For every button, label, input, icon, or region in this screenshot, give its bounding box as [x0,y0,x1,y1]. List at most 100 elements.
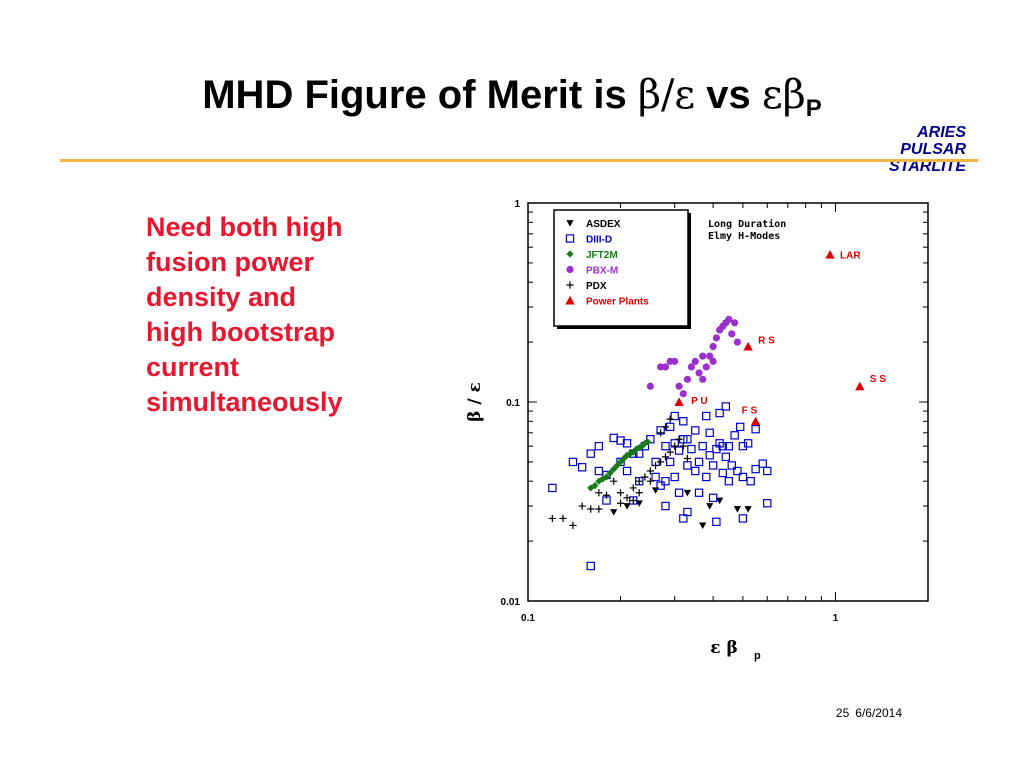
y-axis-label: β / ε [465,382,485,422]
point-diii-d [763,499,772,508]
point-diii-d [708,461,718,470]
title-vs: vs [695,73,762,117]
point-pbx-m [646,382,654,390]
point-pbx-m [687,363,696,371]
point-asdex [610,509,618,516]
point-diii-d [674,488,684,497]
point-asdex [699,522,707,529]
point-diii-d [746,476,755,486]
point-power-plants [674,397,684,406]
point-pbx-m [679,390,687,398]
chart-annotation: Long Duration [708,218,786,230]
point-pbx-m [712,334,720,342]
point-pdx [623,494,631,502]
point-pdx [661,423,670,431]
point-pbx-m [733,338,742,346]
point-diii-d [694,457,704,467]
point-diii-d [661,441,670,451]
legend-marker [566,281,574,289]
point-diii-d [691,466,700,476]
design-name-starlite: STARLITE [888,158,966,175]
legend-entry: DIII-D [586,235,612,246]
point-diii-d [708,493,718,503]
point-diii-d [586,561,595,571]
point-pdx [657,429,665,437]
bullet-line: fusion power [146,247,314,277]
point-diii-d [670,472,679,482]
point-asdex [683,489,692,497]
point-diii-d [616,436,625,445]
point-power-plants [855,381,865,391]
point-diii-d [698,441,707,451]
power-plant-label: P U [691,396,708,407]
point-diii-d [683,461,692,470]
x-tick-label: 1 [833,613,839,624]
point-pdx [671,442,679,450]
point-pbx-m [706,352,714,360]
point-power-plants [825,249,835,259]
point-pdx [666,448,674,456]
point-pdx [635,477,643,485]
point-pbx-m [683,375,692,383]
x-tick-label: 0.1 [521,613,535,624]
point-pdx [629,496,637,505]
point-pdx [559,514,567,523]
power-plant-label: R S [758,336,775,347]
point-diii-d [751,464,760,474]
point-pdx [548,514,556,523]
point-diii-d [656,481,665,490]
point-jft2m [602,473,611,481]
point-diii-d [743,439,753,448]
point-diii-d [568,457,578,467]
point-pdx [661,453,670,461]
point-asdex [744,506,752,513]
point-diii-d [702,472,711,482]
page-number: 25 [835,706,850,720]
bullet-line: high bootstrap [146,317,335,347]
point-diii-d [691,426,700,435]
point-diii-d [718,468,727,478]
bullet-line: simultaneously [146,387,343,417]
point-diii-d [738,514,748,523]
y-tick-label: 0.1 [506,398,520,409]
point-diii-d [705,428,714,438]
y-tick-label: 0.01 [501,597,521,608]
point-pdx [657,458,665,466]
point-diii-d [730,431,739,440]
legend-entry: PDX [586,281,607,292]
y-tick-label: 1 [514,199,520,210]
point-diii-d [665,457,675,467]
point-diii-d [721,402,731,411]
point-power-plants [750,416,761,426]
point-asdex [733,506,742,513]
divider-rule [60,159,978,162]
point-pbx-m [699,352,707,360]
title-epsilon: ε [674,72,696,118]
legend-marker [566,220,574,227]
title-subscript-p: P [805,95,822,122]
point-diii-d [651,472,660,482]
point-diii-d [733,466,742,476]
point-diii-d [724,441,734,451]
point-diii-d [683,435,692,444]
point-diii-d [594,466,604,476]
point-pbx-m [709,342,717,351]
point-pdx [569,521,577,529]
legend-marker [566,250,574,258]
point-diii-d [670,411,679,421]
point-pbx-m [699,375,707,383]
point-diii-d [674,446,684,455]
point-diii-d [622,466,632,476]
point-asdex [716,497,724,505]
point-pdx [616,489,625,497]
legend-marker [566,265,574,274]
point-diii-d [679,514,688,523]
point-diii-d [715,408,724,418]
point-diii-d [724,476,734,486]
point-pbx-m [691,357,699,365]
title-epsilon-beta: εβ [761,72,806,118]
slide-title: MHD Figure of Merit is β/ε vs εβP [0,72,1024,122]
point-diii-d [763,466,772,476]
point-diii-d [687,444,696,454]
